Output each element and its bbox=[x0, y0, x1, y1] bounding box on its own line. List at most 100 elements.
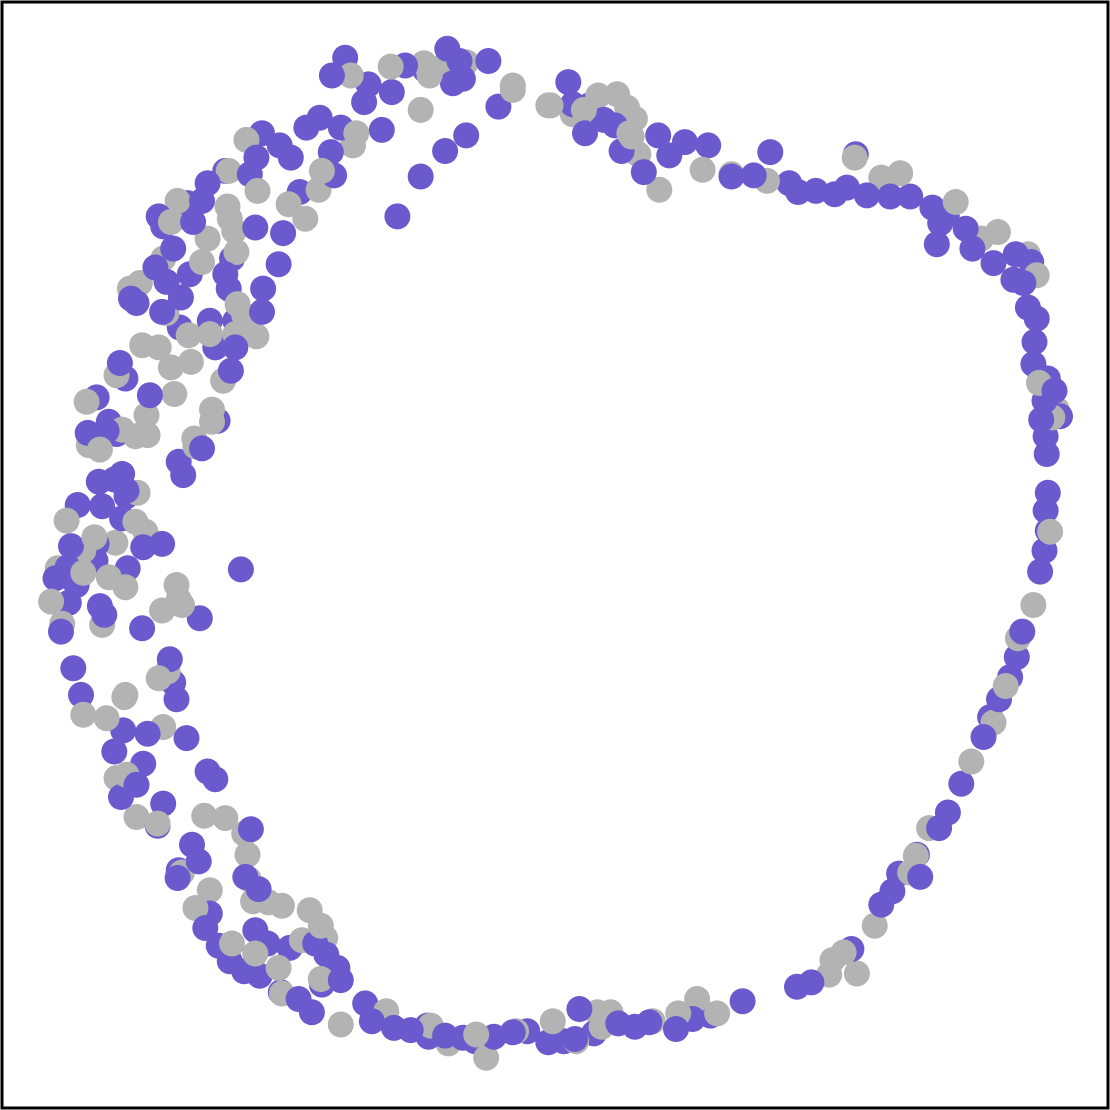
scatter-point-series-0 bbox=[160, 235, 187, 262]
scatter-point-series-1 bbox=[604, 81, 631, 108]
scatter-point-series-1 bbox=[830, 939, 857, 966]
scatter-point-series-1 bbox=[958, 748, 985, 775]
scatter-point-series-0 bbox=[384, 203, 411, 230]
scatter-point-series-1 bbox=[343, 120, 370, 147]
scatter-point-series-1 bbox=[144, 810, 171, 837]
scatter-point-series-1 bbox=[224, 291, 251, 318]
scatter-point-series-1 bbox=[175, 322, 202, 349]
scatter-point-series-0 bbox=[397, 1017, 424, 1044]
scatter-point-series-0 bbox=[923, 231, 950, 258]
scatter-point-series-1 bbox=[70, 701, 97, 728]
scatter-point-series-1 bbox=[215, 157, 242, 184]
scatter-point-series-0 bbox=[136, 382, 163, 409]
scatter-point-series-0 bbox=[432, 1022, 459, 1049]
scatter-point-series-0 bbox=[368, 116, 395, 143]
scatter-point-series-0 bbox=[1023, 305, 1050, 332]
scatter-point-series-0 bbox=[757, 139, 784, 166]
scatter-point-series-0 bbox=[853, 182, 880, 209]
scatter-point-series-0 bbox=[173, 725, 200, 752]
scatter-point-series-1 bbox=[268, 892, 295, 919]
scatter-point-series-1 bbox=[219, 930, 245, 957]
scatter-point-series-0 bbox=[202, 766, 229, 793]
scatter-point-series-0 bbox=[60, 655, 87, 682]
scatter-point-series-0 bbox=[243, 144, 270, 171]
scatter-point-series-0 bbox=[718, 163, 745, 190]
scatter-point-series-1 bbox=[234, 841, 261, 868]
scatter-point-series-1 bbox=[992, 673, 1019, 699]
scatter-point-series-1 bbox=[537, 92, 564, 119]
scatter-point-series-1 bbox=[463, 1021, 490, 1048]
scatter-point-series-0 bbox=[232, 863, 259, 890]
scatter-point-series-0 bbox=[1003, 644, 1030, 671]
scatter-point-series-1 bbox=[93, 705, 120, 732]
scatter-point-series-0 bbox=[186, 605, 213, 632]
scatter-point-series-1 bbox=[223, 239, 250, 265]
scatter-point-series-0 bbox=[91, 601, 118, 628]
scatter-point-series-0 bbox=[318, 62, 345, 89]
scatter-point-series-0 bbox=[265, 251, 292, 278]
points-layer bbox=[38, 35, 1073, 1071]
scatter-point-series-1 bbox=[157, 354, 184, 381]
scatter-point-series-0 bbox=[149, 298, 176, 325]
scatter-point-series-0 bbox=[407, 163, 434, 190]
scatter-point-series-0 bbox=[250, 275, 277, 302]
scatter-point-series-0 bbox=[153, 268, 180, 295]
scatter-point-series-0 bbox=[562, 1026, 588, 1052]
scatter-point-series-1 bbox=[265, 954, 292, 981]
scatter-point-series-0 bbox=[85, 468, 112, 495]
scatter-point-series-0 bbox=[164, 865, 191, 891]
scatter-point-series-1 bbox=[942, 189, 969, 215]
scatter-point-series-0 bbox=[194, 170, 221, 197]
scatter-point-series-1 bbox=[887, 160, 914, 187]
scatter-point-series-1 bbox=[214, 193, 241, 220]
scatter-point-series-0 bbox=[1028, 406, 1055, 433]
scatter-point-series-1 bbox=[407, 96, 434, 123]
scatter-point-series-1 bbox=[53, 507, 80, 534]
scatter-point-series-0 bbox=[1027, 558, 1054, 585]
scatter-point-series-1 bbox=[164, 187, 191, 214]
scatter-point-series-0 bbox=[948, 770, 975, 797]
scatter-point-series-0 bbox=[179, 831, 205, 858]
scatter-point-series-1 bbox=[704, 1000, 731, 1027]
scatter-point-series-1 bbox=[199, 408, 225, 435]
scatter-point-series-0 bbox=[101, 738, 128, 765]
scatter-point-series-0 bbox=[566, 996, 593, 1022]
scatter-point-series-0 bbox=[663, 1016, 689, 1042]
scatter-point-series-1 bbox=[861, 912, 888, 939]
scatter-point-series-1 bbox=[189, 249, 215, 275]
scatter-point-series-0 bbox=[156, 646, 183, 673]
scatter-point-series-0 bbox=[432, 138, 459, 164]
scatter-point-series-0 bbox=[1033, 441, 1060, 467]
scatter-point-series-1 bbox=[133, 402, 160, 429]
scatter-point-series-1 bbox=[1020, 592, 1047, 618]
scatter-point-series-1 bbox=[984, 219, 1011, 245]
scatter-point-series-0 bbox=[48, 618, 74, 645]
scatter-point-series-0 bbox=[729, 988, 756, 1015]
scatter-point-series-1 bbox=[377, 53, 404, 80]
scatter-point-series-0 bbox=[927, 210, 954, 237]
scatter-point-series-0 bbox=[192, 915, 219, 941]
scatter-point-series-0 bbox=[1041, 377, 1068, 404]
scatter-point-series-1 bbox=[145, 665, 172, 692]
scatter-point-series-0 bbox=[833, 174, 860, 201]
scatter-point-series-0 bbox=[980, 250, 1007, 277]
scatter-point-series-1 bbox=[81, 524, 108, 551]
scatter-point-series-1 bbox=[416, 62, 443, 89]
scatter-point-series-0 bbox=[68, 681, 94, 708]
scatter-point-series-0 bbox=[1002, 241, 1029, 268]
scatter-point-series-0 bbox=[645, 122, 672, 149]
scatter-point-series-0 bbox=[740, 162, 767, 189]
scatter-point-series-0 bbox=[605, 1010, 632, 1037]
scatter-point-series-1 bbox=[308, 157, 335, 184]
scatter-point-series-0 bbox=[926, 815, 953, 842]
scatter-point-series-0 bbox=[170, 462, 197, 489]
scatter-point-series-1 bbox=[689, 156, 716, 183]
scatter-point-series-0 bbox=[150, 790, 177, 817]
scatter-point-series-1 bbox=[244, 177, 271, 204]
scatter-point-series-0 bbox=[572, 120, 598, 147]
scatter-point-series-0 bbox=[879, 878, 906, 905]
scatter-point-series-1 bbox=[337, 62, 364, 89]
scatter-point-series-0 bbox=[180, 209, 207, 235]
